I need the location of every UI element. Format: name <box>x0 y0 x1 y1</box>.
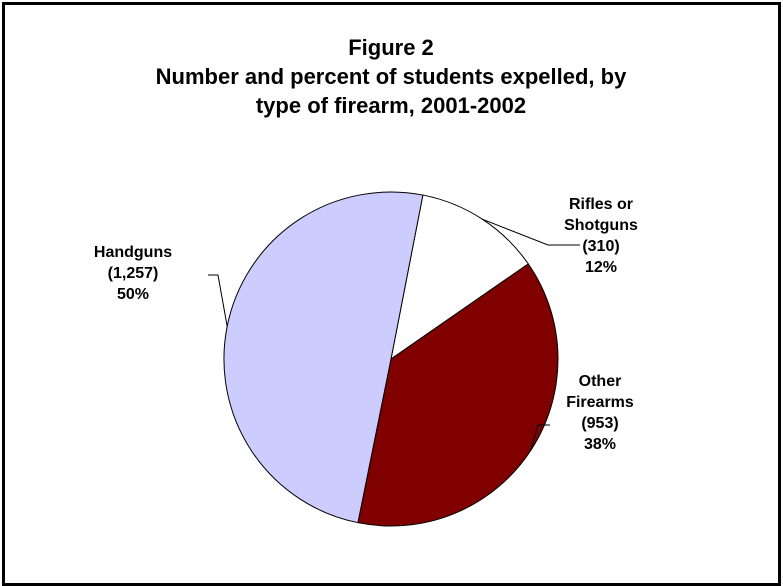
pie-slice-rifles-or-shotguns <box>390 194 529 361</box>
slice-label-rifles-or-shotguns-line-1: Rifles or <box>569 196 633 213</box>
title-line-3: type of firearm, 2001-2002 <box>256 93 526 118</box>
slice-label-handguns-line-2: (1,257) <box>108 265 159 282</box>
slice-label-handguns-line-1: Handguns <box>94 244 172 261</box>
chart-title: Figure 2 Number and percent of students … <box>156 35 627 118</box>
slice-label-other-firearms-line-4: 38% <box>584 436 616 453</box>
pie-chart: Figure 2 Number and percent of students … <box>94 35 638 527</box>
slice-label-other-firearms-line-1: Other <box>579 373 622 390</box>
slice-label-rifles-or-shotguns-line-2: Shotguns <box>564 217 638 234</box>
slice-label-other-firearms-line-2: Firearms <box>566 394 634 411</box>
pie-slices <box>223 191 559 527</box>
leader-line-handguns <box>208 274 228 327</box>
pie-slice-other-firearms <box>357 263 559 527</box>
leader-line-rifles-or-shotguns <box>482 218 580 246</box>
leader-line-other-firearms <box>530 424 550 451</box>
title-line-1: Figure 2 <box>348 35 434 60</box>
leader-lines <box>208 218 580 451</box>
slice-labels: Rifles or Shotguns (310) 12% Other Firearms (9… <box>94 196 638 453</box>
slice-label-handguns-line-3: 50% <box>117 286 149 303</box>
title-line-2: Number and percent of students expelled,… <box>156 64 627 89</box>
pie-slice-handguns <box>223 191 424 524</box>
slice-label-rifles-or-shotguns-line-4: 12% <box>585 259 617 276</box>
slice-label-rifles-or-shotguns-line-3: (310) <box>582 238 619 255</box>
slice-label-other-firearms-line-3: (953) <box>581 415 618 432</box>
